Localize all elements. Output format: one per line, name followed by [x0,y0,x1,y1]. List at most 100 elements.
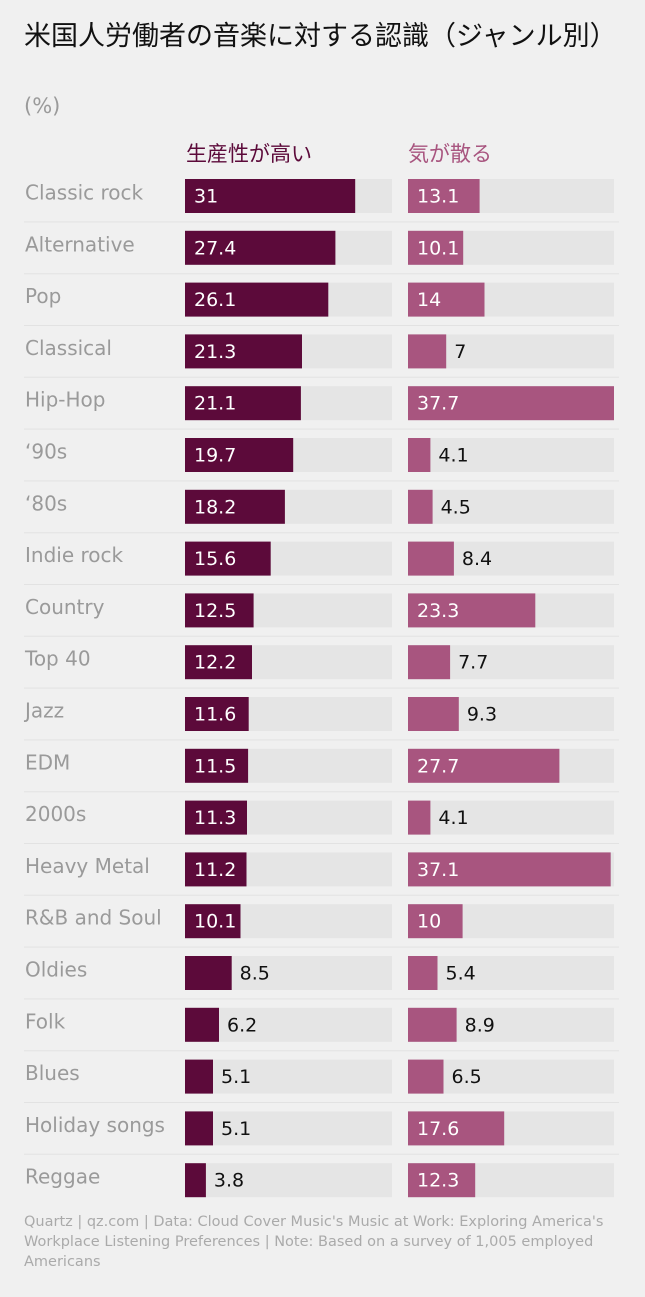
data-label: 12.2 [194,652,236,674]
bar [185,697,249,731]
bar [408,1007,457,1042]
bar [408,748,560,783]
category-label: Heavy Metal [25,854,150,878]
bar [185,386,301,421]
category-label: ‘80s [25,491,67,515]
bar-track [408,956,614,990]
bar [185,230,336,265]
category-label: Classical [25,336,112,360]
data-label: 6.2 [227,1014,257,1036]
data-label: 15.6 [194,548,236,570]
category-label: Top 40 [24,647,91,671]
data-label: 8.5 [240,963,270,985]
bar [185,748,249,783]
data-label: 21.3 [194,341,236,363]
data-label: 4.1 [438,445,468,467]
data-label: 26.1 [194,289,236,311]
bar [408,800,431,835]
bar [408,852,611,887]
category-label: EDM [25,750,70,774]
bar [185,1163,206,1198]
category-label: Pop [25,284,61,308]
data-label: 31 [194,186,218,208]
data-label: 11.2 [194,859,236,881]
bar [185,1007,219,1042]
category-label: Alternative [25,232,135,256]
category-label: Blues [25,1061,80,1085]
data-label: 6.5 [452,1066,482,1088]
category-label: Oldies [25,958,87,982]
bar-track [185,1007,392,1042]
data-label: 11.5 [194,755,236,777]
data-label: 37.7 [417,393,459,415]
data-label: 14 [417,289,441,311]
data-label: 9.3 [467,704,497,726]
category-label: Hip-Hop [25,388,105,412]
bar [408,179,480,213]
bar [185,179,356,213]
data-label: 17.6 [417,1118,459,1140]
data-label: 7.7 [458,652,488,674]
chart-title: 米国人労働者の音楽に対する認識（ジャンル別） [24,21,617,52]
bar [408,956,438,990]
bar-track [185,1163,392,1198]
data-label: 23.3 [417,600,459,622]
bar [185,334,302,369]
data-label: 27.7 [417,755,459,777]
data-label: 4.5 [441,496,471,518]
series-header-productive: 生産性が高い [186,142,312,166]
data-label: 8.9 [465,1014,495,1036]
category-label: ‘90s [25,440,67,464]
bar [408,904,463,939]
data-label: 12.3 [417,1170,459,1192]
chart-unit: (%) [24,94,61,118]
data-label: 12.5 [194,600,236,622]
data-label: 13.1 [417,186,459,208]
data-label: 5.4 [446,963,476,985]
bar [408,282,485,317]
data-label: 8.4 [462,548,492,570]
category-label: Reggae [25,1165,100,1189]
category-label: Country [25,595,105,619]
bar [185,282,329,317]
bar [408,1059,444,1094]
category-label: Folk [25,1009,66,1033]
bar [185,800,247,835]
bar-track [185,1059,392,1094]
bar [408,593,536,628]
category-label: Indie rock [25,543,124,567]
bar [185,852,247,887]
bar [408,334,447,369]
bar [408,489,433,524]
bar [185,904,241,939]
data-label: 18.2 [194,496,236,518]
bar [408,541,454,576]
bar [185,438,294,472]
category-label: 2000s [25,802,86,826]
data-label: 37.1 [417,859,459,881]
data-label: 7 [454,341,466,363]
bar [408,697,459,731]
bar [185,1059,213,1094]
category-label: Classic rock [25,181,144,205]
bar [185,956,232,990]
bar [408,1163,476,1198]
data-label: 5.1 [221,1118,251,1140]
data-label: 11.3 [194,807,236,829]
bar [408,230,464,265]
data-label: 4.1 [438,807,468,829]
bar [185,645,252,680]
series-header-distracting: 気が散る [408,142,492,166]
bar [185,489,285,524]
bar [408,645,451,680]
data-label: 11.6 [194,704,236,726]
bar [185,1111,213,1146]
bar [185,593,254,628]
data-label: 10.1 [417,237,459,259]
bar-track [408,489,614,524]
bar-track [408,800,614,835]
data-label: 27.4 [194,237,236,259]
data-label: 21.1 [194,393,236,415]
data-label: 19.7 [194,445,236,467]
data-label: 3.8 [214,1170,244,1192]
